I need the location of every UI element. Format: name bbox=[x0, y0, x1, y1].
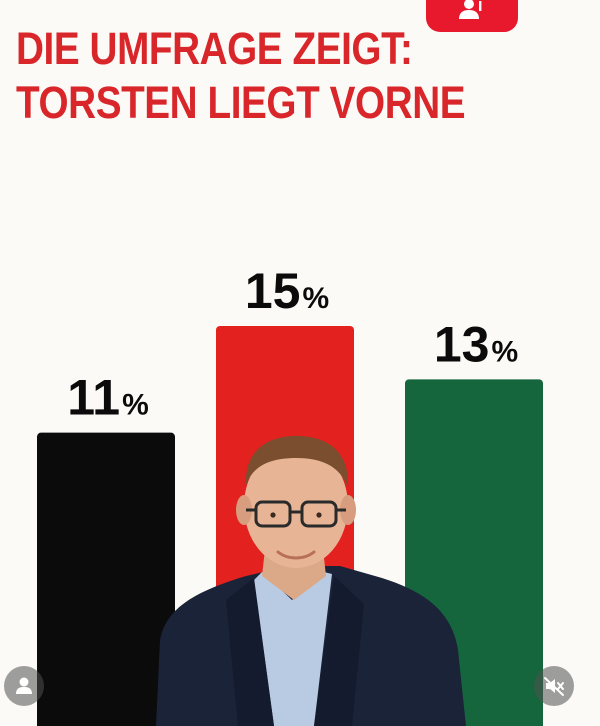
bar-2-label: 15% bbox=[245, 263, 329, 319]
follow-button[interactable] bbox=[426, 0, 518, 32]
mute-button[interactable] bbox=[534, 666, 574, 706]
bar-1 bbox=[37, 432, 175, 726]
bar-1-label: 11% bbox=[67, 370, 149, 426]
user-avatar-icon bbox=[16, 677, 32, 694]
headline: DIE UMFRAGE ZEIGT: TORSTEN LIEGT VORNE bbox=[16, 22, 466, 130]
add-person-icon bbox=[459, 0, 482, 19]
headline-line-1: DIE UMFRAGE ZEIGT: bbox=[16, 23, 413, 74]
avatar-button[interactable] bbox=[4, 666, 44, 706]
headline-line-2: TORSTEN LIEGT VORNE bbox=[16, 77, 466, 128]
bar-3-label: 13% bbox=[434, 316, 518, 372]
mute-speaker-icon bbox=[544, 677, 564, 696]
